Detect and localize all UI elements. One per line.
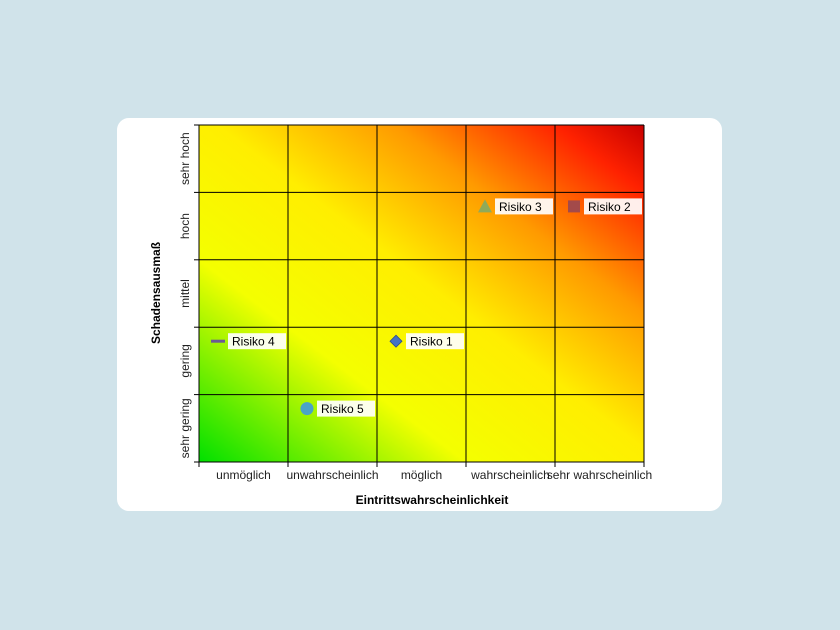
point-marker <box>389 334 403 348</box>
data-point: Risiko 1 <box>389 333 464 350</box>
chart-card: unmöglich unwahrscheinlich möglich wahrsche… <box>117 118 722 511</box>
point-label-background <box>495 198 553 215</box>
point-label: Risiko 4 <box>232 335 275 349</box>
data-points: Risiko 1 Risiko 2 Risiko 3 Risiko 4 Risiko 5 <box>211 198 642 417</box>
x-axis-title: Eintrittswahrscheinlichkeit <box>356 493 509 507</box>
point-label-background <box>228 333 286 350</box>
x-tick-label: möglich <box>401 468 442 482</box>
point-marker <box>478 199 492 213</box>
x-tick-label: wahrscheinlich <box>470 468 550 482</box>
x-tick-label: unwahrscheinlich <box>286 468 378 482</box>
y-tick-label: sehr gering <box>178 398 192 458</box>
y-tick-label: gering <box>178 344 192 377</box>
risk-matrix-chart: unmöglich unwahrscheinlich möglich wahrsche… <box>149 124 652 507</box>
point-label-background <box>584 198 642 215</box>
data-point: Risiko 5 <box>300 400 375 417</box>
tick-labels: unmöglich unwahrscheinlich möglich wahrsche… <box>178 132 652 482</box>
data-point: Risiko 2 <box>568 198 642 215</box>
y-tick-label: hoch <box>178 213 192 239</box>
point-marker <box>211 339 225 343</box>
data-point: Risiko 3 <box>478 198 553 215</box>
point-label: Risiko 1 <box>410 335 453 349</box>
y-tick-label: sehr hoch <box>178 132 192 185</box>
x-tick-label: sehr wahrscheinlich <box>547 468 652 482</box>
point-label: Risiko 3 <box>499 200 542 214</box>
y-tick-label: mittel <box>178 279 192 308</box>
point-marker <box>568 200 580 213</box>
point-label-background <box>406 333 464 350</box>
grid-lines <box>194 124 645 467</box>
data-point: Risiko 4 <box>211 333 286 350</box>
point-label: Risiko 2 <box>588 200 631 214</box>
point-label-background <box>317 400 375 417</box>
x-tick-label: unmöglich <box>216 468 271 482</box>
y-axis-title: Schadensausmaß <box>149 242 163 344</box>
point-label: Risiko 5 <box>321 402 364 416</box>
point-marker <box>300 402 314 416</box>
plot-area <box>199 125 644 462</box>
